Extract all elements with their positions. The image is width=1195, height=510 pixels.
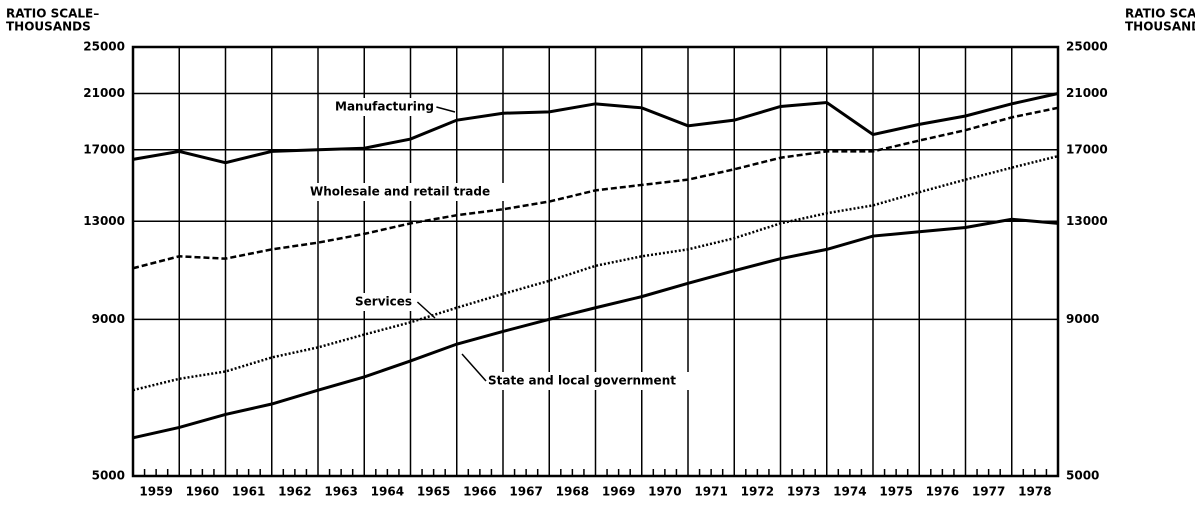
x-tick-label: 1963 — [324, 485, 357, 499]
x-tick-label: 1975 — [879, 485, 912, 499]
x-tick-label: 1978 — [1018, 485, 1051, 499]
label-bg — [332, 98, 445, 116]
y-axis-label: THOUSANDS — [1125, 20, 1195, 34]
y-tick-label: 17000 — [1066, 142, 1108, 156]
y-tick-label: 25000 — [1066, 40, 1108, 54]
label-bg — [352, 293, 424, 311]
series-label: State and local government — [488, 374, 676, 388]
y-tick-label: 17000 — [83, 142, 125, 156]
x-tick-label: 1965 — [417, 485, 450, 499]
y-axis-label: THOUSANDS — [6, 20, 91, 34]
x-tick-label: 1959 — [139, 485, 172, 499]
x-tick-label: 1961 — [232, 485, 265, 499]
x-tick-label: 1974 — [833, 485, 866, 499]
leader-line — [461, 353, 487, 382]
series-label: Services — [355, 295, 412, 309]
y-tick-label: 13000 — [1066, 214, 1108, 228]
x-tick-label: 1964 — [371, 485, 404, 499]
series-line — [132, 92, 1059, 165]
y-tick-label: 25000 — [83, 40, 125, 54]
y-tick-label: 9000 — [1066, 312, 1099, 326]
y-tick-label: 13000 — [83, 214, 125, 228]
leader-line — [416, 301, 436, 319]
x-tick-label: 1966 — [463, 485, 496, 499]
y-tick-label: 5000 — [1066, 469, 1099, 483]
x-tick-label: 1976 — [926, 485, 959, 499]
y-axis-label: RATIO SCALE– — [6, 7, 99, 21]
x-tick-label: 1971 — [694, 485, 727, 499]
y-tick-label: 21000 — [1066, 86, 1108, 100]
y-tick-label: 9000 — [92, 312, 125, 326]
x-tick-label: 1970 — [648, 485, 681, 499]
y-axis-label: RATIO SCALE– — [1125, 7, 1195, 21]
x-tick-label: 1968 — [556, 485, 589, 499]
y-tick-label: 21000 — [83, 86, 125, 100]
x-tick-label: 1972 — [741, 485, 774, 499]
label-bg — [485, 372, 705, 390]
leader-line — [436, 106, 456, 113]
label-bg — [307, 183, 527, 201]
x-tick-label: 1969 — [602, 485, 635, 499]
y-tick-label: 5000 — [92, 469, 125, 483]
x-tick-label: 1973 — [787, 485, 820, 499]
series-label: Manufacturing — [335, 100, 434, 114]
series-line — [132, 217, 1059, 440]
series-label: Wholesale and retail trade — [310, 185, 490, 199]
series-line — [132, 106, 1059, 270]
x-tick-label: 1967 — [509, 485, 542, 499]
x-tick-label: 1962 — [278, 485, 311, 499]
x-tick-label: 1960 — [186, 485, 219, 499]
x-tick-label: 1977 — [972, 485, 1005, 499]
